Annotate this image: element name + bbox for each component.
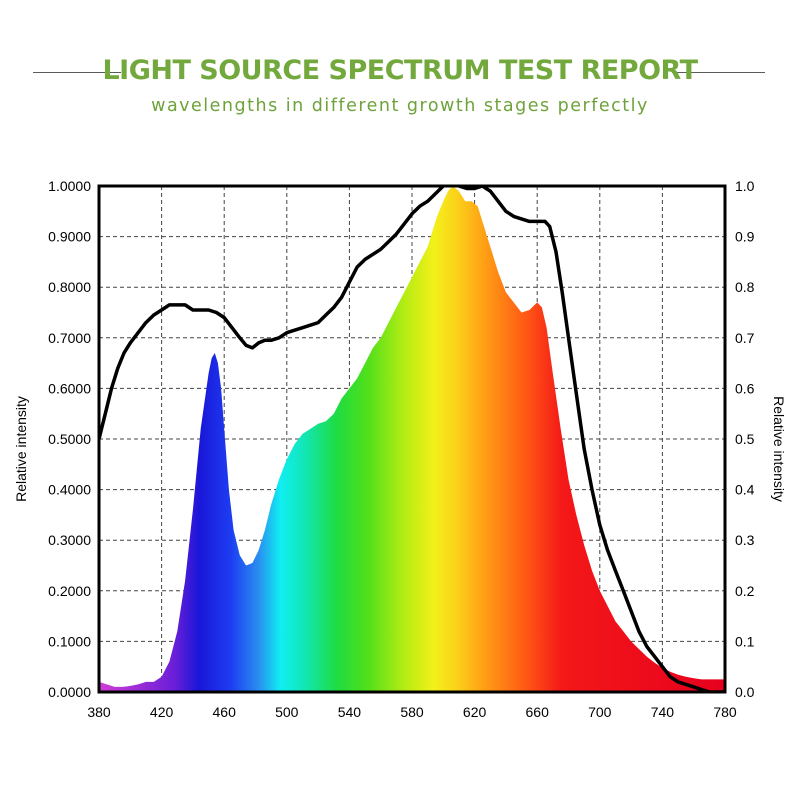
y2-tick-label: 0.4 [735,482,755,498]
response-curve [99,186,725,692]
y2-tick-label: 0.5 [735,431,755,447]
x-tick-label: 380 [87,704,111,720]
x-tick-label: 660 [526,704,550,720]
y2-tick-label: 0.3 [735,532,755,548]
report-title: LIGHT SOURCE SPECTRUM TEST REPORT [102,55,698,86]
x-tick-label: 620 [463,704,487,720]
y-tick-label: 0.1000 [48,633,91,649]
report-subtitle: wavelengths in different growth stages p… [151,96,649,116]
x-tick-label: 700 [588,704,612,720]
plot-frame [97,184,727,694]
x-tick-label: 540 [338,704,362,720]
y-axis-label: Relative intensity [13,396,29,502]
y-tick-label: 0.8000 [48,279,91,295]
spectrum-area [99,186,725,692]
y-tick-label: 0.4000 [48,482,91,498]
x-tick-label: 780 [713,704,737,720]
y-tick-label: 0.9000 [48,229,91,245]
y-tick-label: 0.0000 [48,684,91,700]
y2-axis-label: Relative intensity [771,396,787,502]
title-rule-right [672,72,765,73]
y-tick-label: 0.5000 [48,431,91,447]
y2-tick-label: 0.0 [735,684,755,700]
y-tick-label: 0.2000 [48,583,91,599]
x-tick-label: 460 [213,704,237,720]
y-tick-label: 0.3000 [48,532,91,548]
y2-tick-label: 0.2 [735,583,755,599]
y2-tick-label: 0.8 [735,279,755,295]
y2-tick-label: 1.0 [735,178,755,194]
x-tick-label: 740 [651,704,675,720]
x-tick-label: 580 [400,704,424,720]
y-axis-ticks: 0.0000 0.1000 0.2000 0.3000 0.4000 0.5000 0.60… [48,178,91,700]
y-tick-label: 0.7000 [48,330,91,346]
x-tick-label: 500 [275,704,299,720]
response-curve-group [99,186,725,692]
y2-tick-label: 0.1 [735,633,755,649]
x-axis-ticks: 380 420 460 500 540 580 620 660 700 740 780 [87,704,737,720]
y2-tick-label: 0.7 [735,330,755,346]
y2-tick-label: 0.6 [735,380,755,396]
spectrum-area-group [99,186,725,692]
y-tick-label: 0.6000 [48,380,91,396]
title-rule-left [33,72,121,73]
y-tick-label: 1.0000 [48,178,91,194]
x-tick-label: 420 [150,704,174,720]
y2-tick-label: 0.9 [735,229,755,245]
y2-axis-ticks: 0.0 0.1 0.2 0.3 0.4 0.5 0.6 0.7 0.8 0.9 1.0 [735,178,755,700]
